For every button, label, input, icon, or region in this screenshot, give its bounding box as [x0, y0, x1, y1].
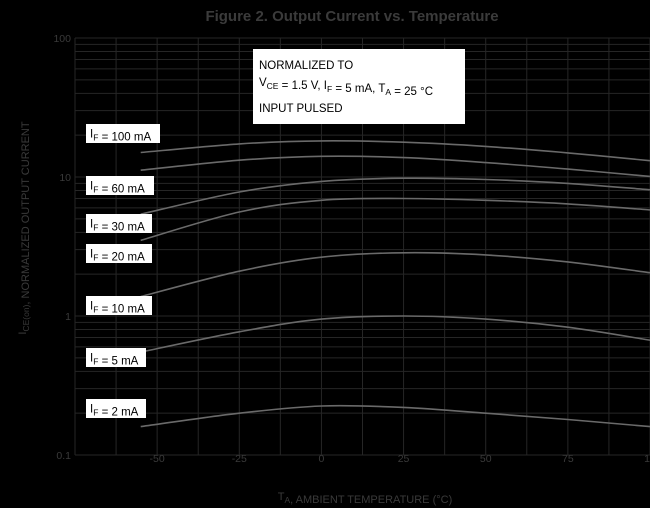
annotation-line-1: NORMALIZED TO [259, 60, 353, 72]
y-tick-label: 10 [59, 172, 71, 184]
y-axis-label: ICE(on), NORMALIZED OUTPUT CURRENT [17, 121, 32, 334]
series-label-text: IF = 60 mA [90, 181, 145, 196]
series-label-text: IF = 100 mA [90, 129, 151, 144]
series-label: IF = 20 mA [86, 244, 152, 264]
series-label: IF = 2 mA [86, 399, 146, 419]
series-label-text: IF = 2 mA [90, 404, 139, 419]
series-label: IF = 30 mA [86, 214, 152, 234]
series-label: IF = 100 mA [86, 124, 160, 144]
x-tick-label: 25 [398, 453, 410, 465]
series-label-box [86, 296, 152, 315]
x-tick-label: -25 [232, 453, 247, 465]
series-label-box [86, 348, 146, 367]
series-curves [140, 140, 650, 428]
x-tick-label: -50 [150, 453, 165, 465]
y-tick-label: 0.1 [56, 450, 71, 462]
annotation-box [253, 49, 465, 124]
y-tick-label: 1 [65, 311, 71, 323]
series-line [140, 177, 650, 215]
series-label: IF = 10 mA [86, 296, 152, 316]
series-line [140, 197, 650, 242]
series-line [140, 404, 650, 428]
y-tick-labels: 0.1 1 10 100 [53, 33, 71, 462]
annotation-line-3: INPUT PULSED [259, 103, 343, 115]
series-line [140, 140, 650, 162]
x-axis-label: TA, AMBIENT TEMPERATURE (°C) [278, 491, 453, 506]
x-tick-label: 0 [319, 453, 325, 465]
series-label-text: IF = 20 mA [90, 249, 145, 264]
series-label-box [86, 214, 152, 233]
series-line [140, 155, 650, 178]
series-label: IF = 60 mA [86, 176, 154, 196]
x-tick-label: 75 [562, 453, 574, 465]
series-label-box [86, 244, 152, 263]
series-label-box [86, 176, 154, 195]
series-label-text: IF = 5 mA [90, 353, 139, 368]
series-label-text: IF = 10 mA [90, 301, 145, 316]
series-line [140, 315, 650, 353]
x-tick-label: 50 [480, 453, 492, 465]
series-label-box [86, 124, 160, 143]
series-label-box [86, 399, 146, 418]
chart-title: Figure 2. Output Current vs. Temperature [205, 8, 498, 25]
x-tick-labels: -50 -25 0 25 50 75 10 [150, 453, 650, 465]
series-label: IF = 5 mA [86, 348, 146, 368]
normalization-annotation: NORMALIZED TO VCE = 1.5 V, IF = 5 mA, TA … [253, 49, 465, 124]
x-tick-label: 10 [644, 453, 650, 465]
series-labels: IF = 100 mA IF = 60 mA IF = 30 mA IF = 20 m… [86, 124, 160, 419]
series-label-text: IF = 30 mA [90, 219, 145, 234]
series-line [140, 251, 650, 298]
annotation-line-2: VCE = 1.5 V, IF = 5 mA, TA = 25 °C [259, 77, 433, 98]
y-tick-label: 100 [53, 33, 71, 45]
